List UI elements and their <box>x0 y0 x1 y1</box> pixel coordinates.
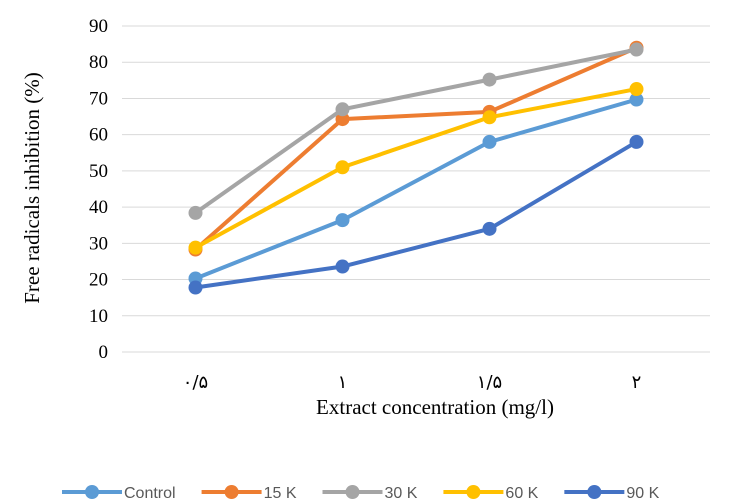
series-control <box>188 92 644 286</box>
series-30-k <box>188 42 644 220</box>
data-point <box>482 221 497 236</box>
data-point <box>629 82 644 97</box>
y-tick-label: 40 <box>89 197 108 218</box>
legend-label: 15 K <box>264 485 297 500</box>
series-lines <box>188 40 644 295</box>
x-tick-label: ١ <box>338 372 348 393</box>
x-tick-label: ١/۵ <box>477 372 502 393</box>
legend-label: 30 K <box>385 485 418 500</box>
data-point <box>335 213 350 228</box>
y-tick-label: 80 <box>89 52 108 73</box>
legend-item: 15 K <box>201 485 297 500</box>
data-point <box>188 240 203 255</box>
y-tick-label: 30 <box>89 233 108 254</box>
gridlines <box>122 25 710 353</box>
data-point <box>482 134 497 149</box>
legend: Control 15 K 30 K 60 K 90 K <box>62 485 660 500</box>
series-line <box>193 139 639 290</box>
data-point <box>335 259 350 274</box>
legend-label: 90 K <box>626 485 659 500</box>
legend-swatch-marker <box>587 485 602 499</box>
series-60-k <box>188 82 644 255</box>
data-point <box>482 72 497 87</box>
x-tick-labels: ٠/۵ ١ ١/۵ ٢ <box>183 372 642 393</box>
data-point <box>482 110 497 125</box>
data-point <box>629 92 644 107</box>
data-point <box>629 42 644 57</box>
data-point <box>188 280 203 295</box>
legend-label: Control <box>124 485 176 500</box>
x-tick-label: ٢ <box>632 372 642 393</box>
y-tick-label: 60 <box>89 125 108 146</box>
series-line <box>193 87 639 250</box>
data-point <box>629 134 644 149</box>
legend-item: Control <box>62 485 176 500</box>
y-tick-label: 70 <box>89 88 108 109</box>
legend-swatch-marker <box>85 485 99 499</box>
legend-swatch-marker <box>224 485 239 499</box>
y-tick-labels: 0 10 20 30 40 50 60 70 80 90 <box>89 16 108 363</box>
data-point <box>335 160 350 175</box>
series-15-k <box>188 40 644 257</box>
y-axis-title: Free radicals inhibition (%) <box>20 72 44 304</box>
series-line <box>193 45 639 252</box>
legend-label: 60 K <box>505 485 538 500</box>
data-point <box>335 112 350 127</box>
legend-swatch-marker <box>345 485 360 499</box>
x-axis-title: Extract concentration (mg/l) <box>316 395 554 419</box>
y-tick-label: 0 <box>99 342 109 363</box>
y-tick-label: 50 <box>89 161 108 182</box>
y-tick-label: 10 <box>89 306 108 327</box>
data-point <box>188 205 203 220</box>
y-tick-label: 20 <box>89 270 108 291</box>
legend-item: 90 K <box>564 485 660 500</box>
y-tick-label: 90 <box>89 16 108 37</box>
series-line <box>193 47 639 215</box>
legend-item: 30 K <box>322 485 418 500</box>
series-90-k <box>188 134 644 295</box>
x-tick-label: ٠/۵ <box>183 372 208 393</box>
series-line <box>193 97 639 281</box>
legend-item: 60 K <box>443 485 539 500</box>
legend-swatch-marker <box>466 485 481 499</box>
data-point <box>335 102 350 117</box>
